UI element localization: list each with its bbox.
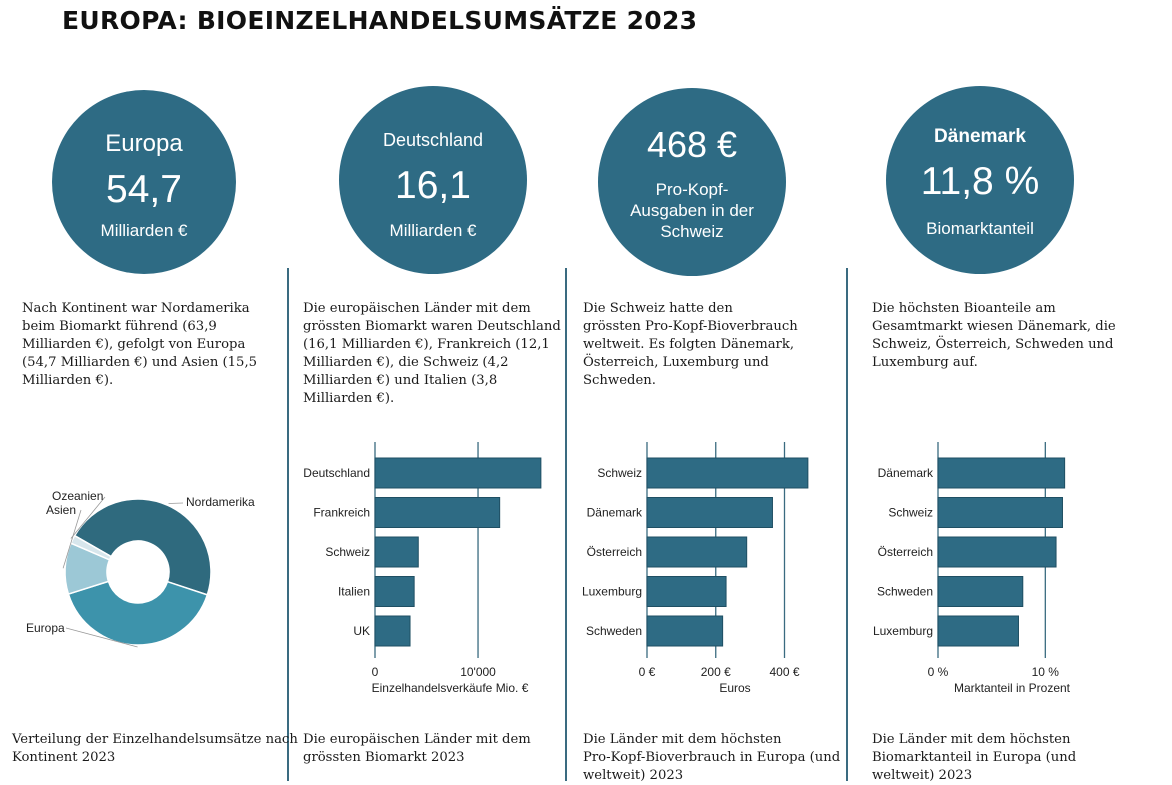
description-denmark: Die höchsten Bioanteile am Gesamtmarkt wi… <box>872 301 1116 370</box>
bar <box>374 615 411 647</box>
circle-text-line: Schweiz <box>660 222 724 241</box>
category-label: UK <box>353 624 370 638</box>
column-divider <box>846 268 848 781</box>
category-label: Dänemark <box>587 506 643 520</box>
donut-slice <box>67 580 209 646</box>
circle-value: 54,7 <box>106 168 182 211</box>
circle-label: Dänemark <box>934 126 1026 147</box>
bar <box>937 536 1057 568</box>
category-label: Deutschland <box>303 466 370 480</box>
stat-circle-schweiz: 468 € Pro-Kopf- Ausgaben in der Schweiz <box>598 88 786 276</box>
bar <box>937 497 1063 528</box>
category-label: Italien <box>338 585 370 599</box>
page-title: EUROPA: BIOEINZELHANDELSUMSÄTZE 2023 <box>62 6 698 35</box>
stat-circle-europa: Europa 54,7 Milliarden € <box>52 90 236 274</box>
circle-unit: Milliarden € <box>100 221 188 240</box>
tick-label: 10'000 <box>460 665 496 679</box>
donut-leader-line <box>168 502 184 504</box>
bar <box>374 576 415 607</box>
stat-circle-deutschland: Deutschland 16,1 Milliarden € <box>339 86 527 274</box>
donut-slice <box>73 498 212 596</box>
caption-market-share: Die Länder mit dem höchsten Biomarktantei… <box>872 732 1077 783</box>
bar <box>374 497 501 528</box>
circle-text-line: Pro-Kopf- <box>655 180 729 199</box>
circle-label: Deutschland <box>382 130 484 150</box>
donut-leader-line <box>62 509 82 569</box>
column-divider <box>287 268 289 781</box>
bar <box>937 615 1019 647</box>
category-label: Frankreich <box>313 506 370 520</box>
donut-label: Asien <box>46 503 76 517</box>
category-label: Schweiz <box>597 466 642 480</box>
category-label: Luxemburg <box>582 585 642 599</box>
category-label: Österreich <box>878 545 933 559</box>
bar <box>646 457 809 489</box>
description-germany: Die europäischen Länder mit dem grössten … <box>303 301 561 406</box>
tick-label: 0 % <box>928 665 949 679</box>
bar-chart-per-capita: 0 € 200 € 400 € Schweiz Dänemark Österreich Lu… <box>582 442 809 695</box>
circle-label: Europa <box>105 130 183 157</box>
bar <box>937 576 1024 607</box>
bar <box>646 615 724 647</box>
bar-chart-germany: 0 10'000 Deutschland Frankreich Schweiz Itali… <box>303 442 542 695</box>
stat-circle-daenemark: Dänemark 11,8 % Biomarktanteil <box>886 86 1074 274</box>
tick-label: 400 € <box>769 665 799 679</box>
circle-unit: Milliarden € <box>389 221 477 240</box>
circle-value: 16,1 <box>395 164 471 207</box>
axis-label: Euros <box>719 681 750 695</box>
category-label: Luxemburg <box>873 624 933 638</box>
column-divider <box>565 268 567 781</box>
bar <box>646 536 748 568</box>
donut-leader-line <box>65 627 138 648</box>
tick-label: 200 € <box>701 665 731 679</box>
donut-label: Europa <box>26 621 65 635</box>
donut-slice <box>69 534 113 561</box>
caption-germany: Die europäischen Länder mit dem grössten … <box>303 732 531 765</box>
bar <box>937 457 1066 489</box>
circle-value: 11,8 % <box>920 160 1040 203</box>
tick-label: 10 % <box>1032 665 1060 679</box>
category-label: Schweden <box>877 585 933 599</box>
tick-label: 0 <box>372 665 379 679</box>
bar <box>374 536 419 568</box>
bar-chart-market-share: 0 % 10 % Dänemark Schweiz Österreich Schweden… <box>873 442 1071 695</box>
bar <box>374 457 542 489</box>
axis-label: Einzelhandelsverkäufe Mio. € <box>372 681 529 695</box>
bar <box>646 497 773 528</box>
category-label: Dänemark <box>878 466 934 480</box>
category-label: Schweiz <box>888 506 933 520</box>
category-label: Österreich <box>587 545 642 559</box>
donut-leader-line <box>70 496 106 539</box>
category-label: Schweden <box>586 624 642 638</box>
category-label: Schweiz <box>325 545 370 559</box>
circle-value: 468 € <box>646 124 738 165</box>
donut-label: Nordamerika <box>186 495 255 509</box>
tick-label: 0 € <box>639 665 656 679</box>
caption-donut: Verteilung der Einzelhandelsumsätze nach… <box>12 732 298 765</box>
description-europe: Nach Kontinent war Nordamerika beim Bioma… <box>22 301 258 388</box>
donut-label: Ozeanien <box>52 489 103 503</box>
bar <box>646 576 727 607</box>
circle-text-line: Ausgaben in der <box>630 201 754 220</box>
description-switzerland: Die Schweiz hatte den grössten Pro-Kopf-B… <box>583 301 798 388</box>
caption-per-capita: Die Länder mit dem höchsten Pro-Kopf-Biov… <box>583 732 841 783</box>
circle-unit: Biomarktanteil <box>926 219 1034 238</box>
axis-label: Marktanteil in Prozent <box>954 681 1071 695</box>
